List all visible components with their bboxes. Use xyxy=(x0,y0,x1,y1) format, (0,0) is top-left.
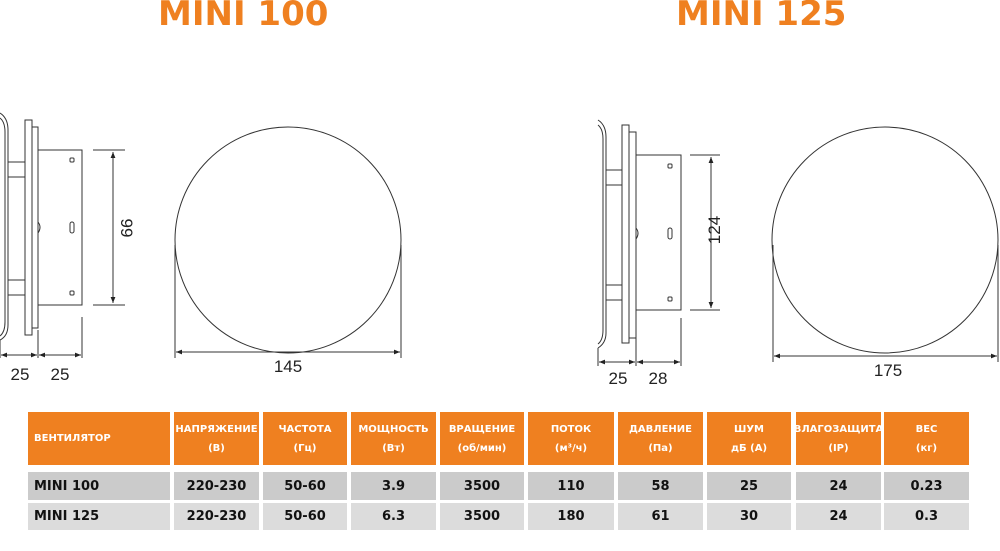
table-cell: 50-60 xyxy=(263,472,347,500)
header-line: (об/мин) xyxy=(457,442,507,454)
depth-dim-2-mini-100: 25 xyxy=(51,365,70,384)
table-cell: 25 xyxy=(707,472,791,500)
table-row-label: MINI 125 xyxy=(28,503,170,530)
side-view-mini-125 xyxy=(597,119,720,366)
header-line: МОЩНОСТЬ xyxy=(358,423,429,435)
depth-dim-2-mini-125: 28 xyxy=(649,369,668,388)
table-header-cell: МОЩНОСТЬ (Вт) xyxy=(351,412,436,465)
table-cell: 3.9 xyxy=(351,472,436,500)
depth-dim-1-mini-125: 25 xyxy=(609,369,628,388)
model-title-mini-100: MINI 100 xyxy=(158,0,329,34)
technical-drawings: 99 25 25 145 124 25 28 175 xyxy=(0,112,999,388)
table-cell: 0.3 xyxy=(884,503,969,530)
model-title-mini-125: MINI 125 xyxy=(676,0,847,34)
table-header-cell: ВЛАГОЗАЩИТА (IP) xyxy=(793,412,884,465)
header-line: (Па) xyxy=(648,442,673,454)
header-line: ВРАЩЕНИЕ xyxy=(448,423,516,435)
table-cell: 220-230 xyxy=(174,472,259,500)
table-cell: 6.3 xyxy=(351,503,436,530)
table-header-cell: ВРАЩЕНИЕ (об/мин) xyxy=(440,412,524,465)
table-cell: 110 xyxy=(528,472,614,500)
header-line: НАПРЯЖЕНИЕ xyxy=(175,423,258,435)
table-header-cell: ЧАСТОТА (Гц) xyxy=(263,412,347,465)
header-line: ЧАСТОТА xyxy=(278,423,332,435)
table-cell: 24 xyxy=(796,472,881,500)
header-line: ВЕС xyxy=(915,423,938,435)
table-cell: 180 xyxy=(528,503,614,530)
table-cell: 0.23 xyxy=(884,472,969,500)
diameter-dim-mini-100: 145 xyxy=(274,357,302,376)
table-row-label: MINI 100 xyxy=(28,472,170,500)
front-view-mini-125 xyxy=(771,126,999,362)
table-cell: 3500 xyxy=(440,472,524,500)
table-header-cell: ВЕНТИЛЯТОР xyxy=(28,412,170,465)
depth-dim-1-mini-100: 25 xyxy=(11,365,30,384)
table-header-cell: НАПРЯЖЕНИЕ (В) xyxy=(174,412,259,465)
header-line: (В) xyxy=(208,442,225,454)
table-cell: 220-230 xyxy=(174,503,259,530)
diameter-dim-mini-125: 175 xyxy=(874,361,902,380)
header-line: (м³/ч) xyxy=(554,442,588,454)
table-cell: 30 xyxy=(707,503,791,530)
table-cell: 50-60 xyxy=(263,503,347,530)
header-line: (Вт) xyxy=(382,442,405,454)
header-line: ДАВЛЕНИЕ xyxy=(629,423,692,435)
table-cell: 58 xyxy=(618,472,703,500)
height-dim-mini-100: 99 xyxy=(117,219,136,238)
header-line: ПОТОК xyxy=(550,423,592,435)
height-dim-mini-125: 124 xyxy=(705,216,724,244)
header-line: (IP) xyxy=(828,442,849,454)
header-line: ВЛАГОЗАЩИТА xyxy=(793,423,884,435)
table-cell: 24 xyxy=(796,503,881,530)
table-header-cell: ВЕС (кг) xyxy=(884,412,969,465)
header-line: (кг) xyxy=(915,442,938,454)
table-cell: 3500 xyxy=(440,503,524,530)
table-cell: 61 xyxy=(618,503,703,530)
front-view-mini-100 xyxy=(174,126,402,358)
header-line: (Гц) xyxy=(293,442,317,454)
header-line: дБ (А) xyxy=(730,442,768,454)
table-header-cell: ШУМ дБ (А) xyxy=(707,412,791,465)
side-view-mini-100 xyxy=(0,112,125,358)
header-line: ВЕНТИЛЯТОР xyxy=(34,433,111,444)
header-line: ШУМ xyxy=(733,423,764,435)
table-header-cell: ПОТОК (м³/ч) xyxy=(528,412,614,465)
table-header-cell: ДАВЛЕНИЕ (Па) xyxy=(618,412,703,465)
